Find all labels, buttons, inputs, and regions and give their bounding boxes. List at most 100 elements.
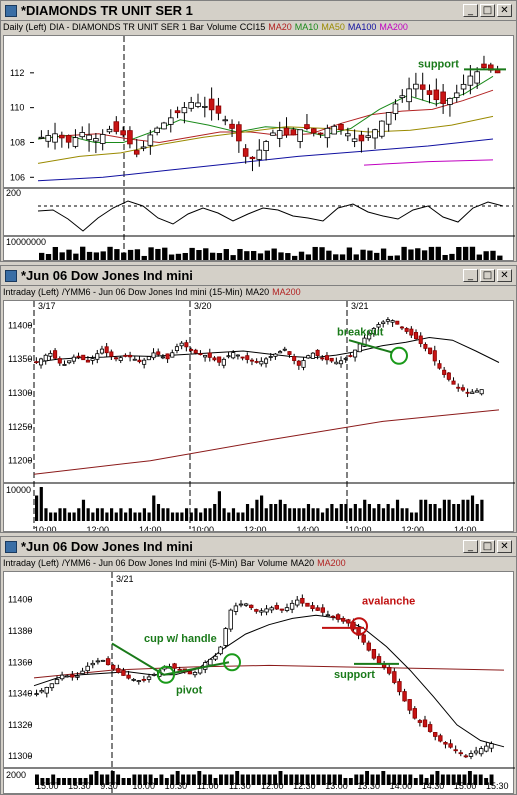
- volume-bar: [484, 778, 489, 785]
- volume-bar: [408, 249, 414, 260]
- volume-bar: [67, 778, 72, 785]
- time-axis-label: 10:00: [192, 525, 215, 531]
- time-axis-label: 11:30: [228, 781, 251, 791]
- volume-bar: [250, 250, 257, 260]
- maximize-button[interactable]: □: [480, 269, 495, 282]
- volume-bar: [105, 774, 110, 785]
- minimize-button[interactable]: _: [463, 4, 478, 17]
- price-bar: [188, 101, 194, 109]
- cup-handle-annotation: cup w/ handle: [144, 633, 217, 645]
- price-bar: [85, 359, 90, 363]
- volume-bar: [325, 508, 329, 521]
- price-bar: [113, 357, 119, 360]
- chart-area[interactable]: 3/17 3/20 3/21 11400 11350 11300 11250 11200 bre…: [3, 300, 515, 532]
- volume-bar: [405, 508, 409, 521]
- volume-bar: [237, 248, 243, 260]
- minimize-button[interactable]: _: [463, 269, 478, 282]
- price-bar: [392, 103, 399, 114]
- volume-bar: [148, 247, 154, 260]
- price-bar: [105, 658, 111, 666]
- volume-bar: [196, 250, 202, 260]
- price-bar: [223, 628, 228, 646]
- volume-bar: [306, 504, 311, 521]
- volume-bar: [419, 774, 424, 785]
- price-bar: [270, 132, 276, 136]
- volume-bar: [410, 512, 414, 521]
- price-bar: [305, 602, 310, 607]
- volume-bar: [236, 512, 240, 521]
- price-bar: [142, 359, 147, 365]
- price-bar: [136, 680, 141, 683]
- chart-info-bar: Intraday (Left)/YMM6 - Jun 06 Dow Jones …: [3, 558, 349, 570]
- volume-bar: [180, 512, 184, 521]
- volume-bar: [461, 499, 465, 521]
- time-axis-label: 15:00: [453, 781, 477, 791]
- price-bar: [43, 354, 48, 362]
- price-bar: [479, 389, 484, 395]
- price-bar: [387, 667, 392, 674]
- title-bar[interactable]: *Jun 06 Dow Jones Ind mini _ □ ✕: [1, 266, 516, 286]
- volume-bar: [462, 246, 469, 260]
- close-button[interactable]: ✕: [497, 4, 512, 17]
- price-bar: [236, 124, 242, 142]
- chart-window-diamonds[interactable]: *DIAMONDS TR UNIT SER 1 _ □ ✕ Daily (Lef…: [0, 0, 517, 262]
- volume-bar: [121, 252, 127, 260]
- volume-bar: [114, 512, 118, 521]
- volume-bar: [260, 495, 264, 521]
- minimize-button[interactable]: _: [463, 540, 478, 553]
- volume-bar: [59, 252, 65, 260]
- price-bar: [235, 354, 240, 357]
- volume-bar: [137, 774, 142, 785]
- price-bar: [170, 352, 175, 358]
- price-bar: [301, 360, 306, 368]
- chart-window-ym-5min[interactable]: *Jun 06 Dow Jones Ind mini _ □ ✕ Intrada…: [0, 536, 517, 795]
- price-bar: [284, 607, 290, 611]
- price-bar: [263, 141, 269, 151]
- maximize-button[interactable]: □: [480, 540, 495, 553]
- price-bar: [361, 634, 366, 643]
- price-bar: [38, 358, 44, 366]
- title-bar[interactable]: *DIAMONDS TR UNIT SER 1 _ □ ✕: [1, 1, 516, 21]
- volume-bar: [264, 508, 268, 521]
- price-bar: [310, 352, 315, 359]
- price-bar: [208, 98, 215, 111]
- price-bar: [330, 615, 336, 618]
- price-bar: [254, 361, 259, 363]
- time-axis-label: 14:00: [297, 525, 320, 531]
- volume-bar: [235, 771, 240, 785]
- price-bar: [367, 332, 372, 340]
- volume-bar: [428, 246, 435, 260]
- price-bar: [48, 352, 53, 357]
- chart-area[interactable]: 112110108106support200100000001416202227…: [3, 35, 515, 261]
- price-bar: [295, 599, 300, 606]
- price-bar: [269, 607, 274, 611]
- breakout-annotation: breakout: [337, 326, 384, 338]
- price-bar: [343, 357, 348, 360]
- volume-bar: [353, 254, 359, 260]
- price-bar: [287, 351, 292, 355]
- volume-bar: [300, 774, 305, 785]
- volume-bar: [203, 248, 209, 260]
- price-bar: [127, 130, 133, 145]
- chart-area[interactable]: 3/21 11400 11380 11360 11340 11320 11300 cup w/…: [3, 571, 515, 794]
- chart-window-ym-15min[interactable]: *Jun 06 Dow Jones Ind mini _ □ ✕ Intrada…: [0, 265, 517, 533]
- price-bar: [195, 102, 201, 107]
- close-button[interactable]: ✕: [497, 269, 512, 282]
- price-bar: [279, 608, 285, 611]
- volume-bar: [359, 774, 364, 785]
- time-axis-label: 14:00: [389, 781, 413, 791]
- volume-bar: [467, 771, 472, 785]
- price-bar: [165, 353, 170, 360]
- time-axis-label: 12:00: [261, 781, 284, 791]
- price-bar: [467, 75, 474, 86]
- price-bar: [231, 352, 236, 359]
- maximize-button[interactable]: □: [480, 4, 495, 17]
- title-bar[interactable]: *Jun 06 Dow Jones Ind mini _ □ ✕: [1, 537, 516, 557]
- volume-bar: [86, 251, 93, 260]
- volume-bar: [241, 512, 245, 521]
- close-button[interactable]: ✕: [497, 540, 512, 553]
- volume-bar: [283, 774, 288, 785]
- window-title: *Jun 06 Dow Jones Ind mini: [21, 539, 193, 554]
- volume-bar: [116, 774, 121, 785]
- price-bar: [62, 364, 67, 366]
